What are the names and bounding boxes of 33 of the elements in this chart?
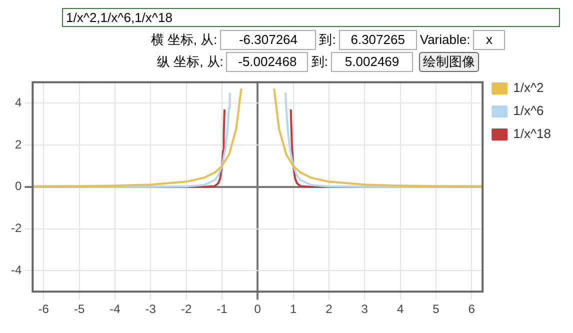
y-tick-label: 0 <box>14 179 22 194</box>
text: 到: <box>311 54 328 70</box>
x-tick-label: 6 <box>468 302 476 316</box>
text: 横 坐标, 从: <box>150 32 218 48</box>
text: 纵 坐标, 从: <box>156 54 224 70</box>
x-tick-label: 3 <box>361 302 368 316</box>
text: 1/x^2,1/x^6,1/x^18 <box>62 8 560 27</box>
text: Variable: <box>420 32 470 48</box>
legend-label: 1/x^2 <box>513 80 544 96</box>
x-tick-label: 0 <box>254 302 262 316</box>
y-tick-label: 4 <box>14 95 22 110</box>
x-tick-label: 1 <box>290 302 297 316</box>
x-tick-label: -5 <box>74 302 85 316</box>
x-tick-label: -4 <box>110 302 121 316</box>
x-tick-label: -3 <box>145 302 156 316</box>
x-tick-label: 4 <box>396 302 404 316</box>
text: 6.307265 <box>338 30 417 50</box>
text: x <box>473 30 506 50</box>
x-tick-label: -2 <box>180 302 192 316</box>
x-tick-label: -6 <box>38 302 50 316</box>
x-tick-label: 5 <box>432 302 440 316</box>
y-tick-label: -2 <box>11 221 22 236</box>
y-tick-label: -4 <box>11 262 22 277</box>
text: -6.307264 <box>220 30 316 50</box>
text: 5.002469 <box>331 52 414 72</box>
x-tick-label: -1 <box>216 302 228 316</box>
y-tick-label: 2 <box>14 137 22 152</box>
legend-label: 1/x^18 <box>513 126 552 142</box>
text: 到: <box>319 32 336 48</box>
x-tick-label: 2 <box>326 302 333 316</box>
text: -5.002468 <box>226 52 308 72</box>
legend-label: 1/x^6 <box>513 103 544 118</box>
text: 绘制图像 <box>419 52 480 72</box>
